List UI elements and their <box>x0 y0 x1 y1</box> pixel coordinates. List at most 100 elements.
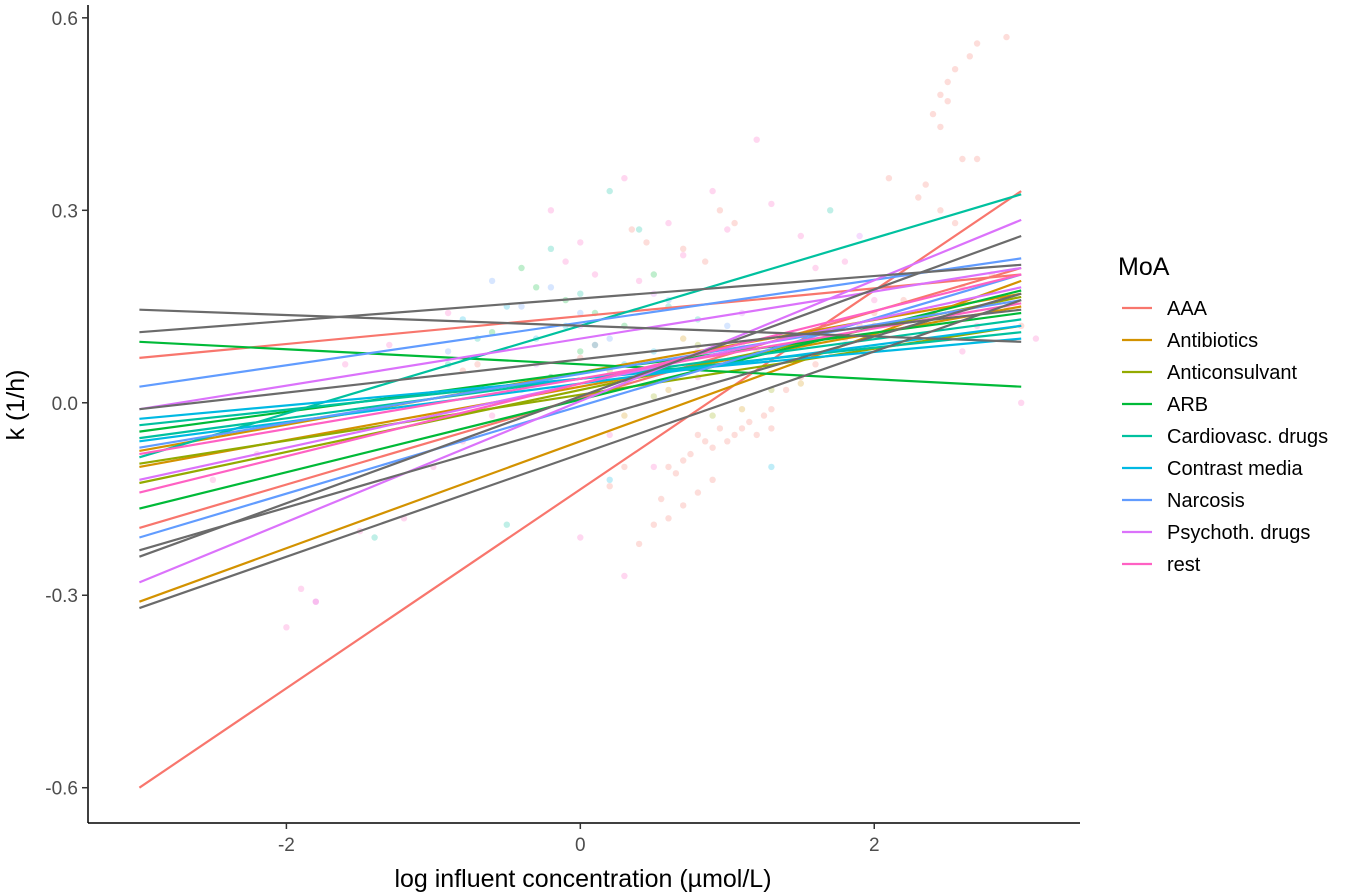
legend-entries: AAA Antibiotics Anticonsulvant ARB Cardiovas… <box>1122 298 1328 576</box>
legend-entry: Cardiovasc. drugs <box>1122 426 1328 448</box>
data-point <box>680 457 687 464</box>
data-point <box>650 463 657 471</box>
data-point <box>650 393 657 400</box>
data-point <box>1032 335 1040 342</box>
data-point <box>680 335 687 342</box>
fit-line <box>139 340 1022 388</box>
data-point <box>680 245 687 252</box>
x-tick-label: -2 <box>278 835 295 856</box>
data-point <box>915 194 922 201</box>
data-point <box>841 258 849 265</box>
y-tick-label: -0.6 <box>45 779 78 800</box>
data-point <box>702 258 709 265</box>
data-point <box>724 438 731 445</box>
data-point <box>635 277 643 285</box>
x-tick-label: 0 <box>575 835 586 856</box>
data-point <box>937 91 944 99</box>
data-point <box>606 476 613 483</box>
data-point <box>665 386 672 394</box>
data-point <box>1018 399 1025 406</box>
legend-entry: Contrast media <box>1122 458 1303 480</box>
data-point <box>518 303 525 310</box>
data-point <box>312 598 319 605</box>
data-point <box>687 450 694 458</box>
data-point <box>591 271 599 278</box>
data-point <box>650 521 657 528</box>
fit-lines-layer <box>138 190 1022 789</box>
data-point <box>665 463 672 471</box>
fit-line <box>139 299 1022 449</box>
fit-line <box>138 218 1022 584</box>
data-point <box>488 329 496 336</box>
data-point <box>951 66 959 73</box>
legend-label: Contrast media <box>1167 458 1303 480</box>
data-point <box>386 341 393 349</box>
legend-label: Narcosis <box>1167 490 1245 512</box>
legend-label: ARB <box>1167 394 1208 416</box>
data-point <box>621 412 628 419</box>
data-point <box>702 438 709 445</box>
data-point <box>782 386 790 394</box>
data-point <box>959 348 966 355</box>
data-point <box>768 406 775 413</box>
legend-title: MoA <box>1118 253 1170 281</box>
data-point <box>709 412 716 419</box>
fit-line <box>139 311 1022 433</box>
legend-label: Anticonsulvant <box>1167 362 1298 384</box>
legend-entry: Psychoth. drugs <box>1122 522 1310 544</box>
data-point <box>547 284 555 291</box>
legend-entry: Antibiotics <box>1122 330 1258 352</box>
data-point <box>768 200 775 208</box>
data-point <box>371 534 378 541</box>
data-point <box>503 521 510 528</box>
data-point <box>1003 33 1010 41</box>
fit-line <box>139 234 1022 558</box>
data-point <box>973 40 981 47</box>
data-point <box>797 380 804 387</box>
data-point <box>283 624 290 631</box>
data-point <box>577 309 584 317</box>
legend-label: Antibiotics <box>1167 330 1258 352</box>
data-point <box>297 585 305 592</box>
data-point <box>533 284 540 291</box>
data-point <box>709 187 716 195</box>
data-point <box>716 425 724 432</box>
data-point <box>342 361 349 368</box>
data-point <box>621 463 628 471</box>
y-tick-label: 0.0 <box>52 394 78 415</box>
data-point <box>731 219 738 227</box>
data-point <box>643 239 650 246</box>
data-point <box>760 412 768 419</box>
data-point <box>812 361 819 368</box>
data-point <box>680 502 687 509</box>
data-point <box>518 264 525 272</box>
fit-line <box>139 302 1022 456</box>
data-point <box>444 309 452 317</box>
data-point <box>716 207 724 214</box>
data-point <box>929 110 937 118</box>
fit-line <box>139 263 1022 334</box>
data-point <box>937 207 944 214</box>
legend: MoA AAA Antibiotics Anticonsulvant ARB Cardi… <box>1118 253 1328 576</box>
data-point <box>591 341 599 349</box>
data-point <box>753 136 760 143</box>
y-axis-title: k (1/h) <box>2 370 30 441</box>
data-point <box>665 219 672 227</box>
y-tick-label: 0.3 <box>52 201 78 222</box>
fit-line <box>139 279 1022 603</box>
data-point <box>628 226 635 233</box>
data-point <box>650 271 657 278</box>
data-point <box>731 431 738 439</box>
data-point <box>606 431 613 439</box>
data-point <box>768 425 775 432</box>
data-point <box>547 245 555 252</box>
x-axis-title: log influent concentration (µmol/L) <box>394 865 771 893</box>
data-point <box>606 187 613 195</box>
data-point <box>871 296 878 304</box>
fit-line <box>139 266 1022 411</box>
data-point <box>944 98 951 105</box>
data-point <box>827 207 834 214</box>
data-point <box>937 123 944 131</box>
data-point <box>694 489 702 496</box>
